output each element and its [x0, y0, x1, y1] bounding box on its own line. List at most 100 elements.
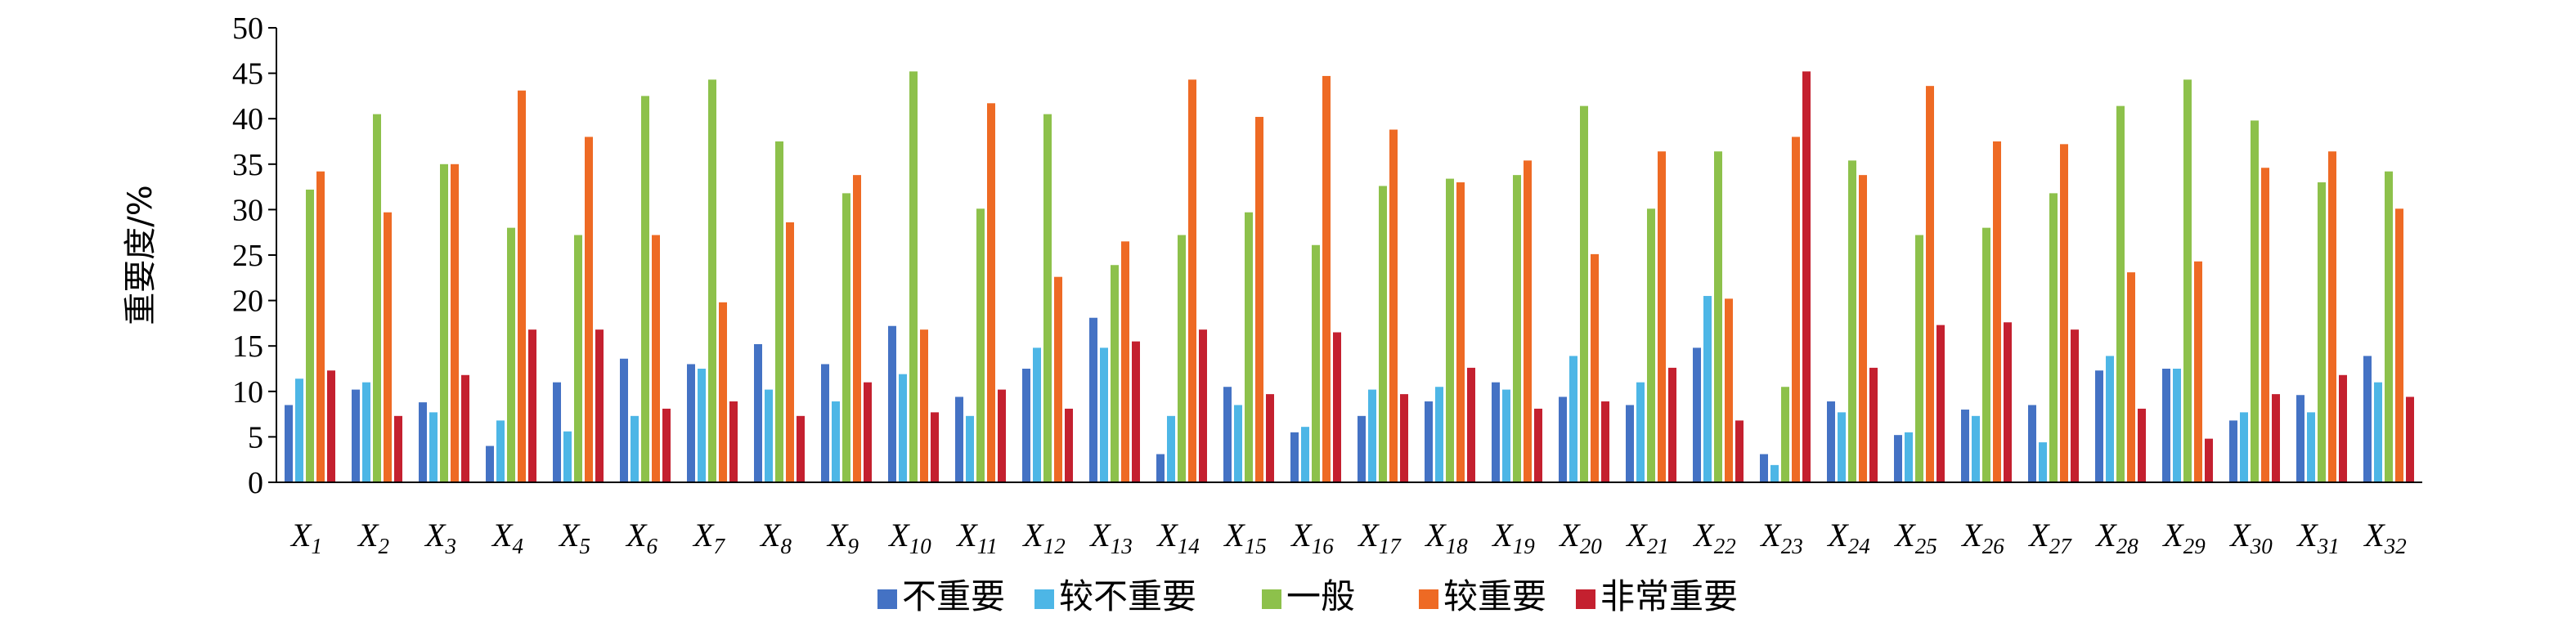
- bar: [1100, 347, 1108, 482]
- bar: [1827, 401, 1835, 482]
- bar: [1290, 432, 1299, 482]
- x-axis-labels: X1 X2 X3 X4 X5 X6 X7 X8 X9 X10 X11 X12 X13 X14 X15 X16 X…: [289, 517, 2407, 558]
- bar: [1322, 75, 1331, 482]
- y-tick-label: 10: [232, 375, 263, 410]
- bar: [1936, 325, 1945, 482]
- bar: [1245, 212, 1253, 482]
- bar: [352, 389, 360, 482]
- bar: [327, 370, 335, 482]
- bar: [362, 382, 370, 482]
- bar: [2363, 356, 2372, 482]
- bar: [574, 235, 582, 482]
- bar: [687, 364, 695, 482]
- bar: [2127, 272, 2135, 482]
- bar: [2071, 329, 2079, 482]
- bar: [620, 358, 628, 482]
- bar: [595, 329, 604, 482]
- x-tick-label: X26: [1960, 517, 2004, 558]
- bar: [1894, 435, 1902, 482]
- bar: [2049, 193, 2058, 482]
- bar: [1425, 401, 1433, 482]
- bar: [2028, 405, 2036, 482]
- y-tick-label: 15: [232, 329, 263, 364]
- bar: [563, 431, 572, 482]
- bar: [2296, 395, 2304, 482]
- bar: [1389, 129, 1398, 482]
- y-tick-label: 40: [232, 102, 263, 137]
- bar: [1435, 387, 1443, 482]
- bar: [461, 374, 469, 482]
- bar: [2138, 408, 2146, 482]
- bar: [295, 378, 303, 482]
- bar: [1446, 178, 1454, 483]
- bar: [2328, 151, 2336, 482]
- bar: [987, 103, 995, 483]
- x-tick-label: X12: [1021, 517, 1065, 558]
- bar: [821, 364, 829, 482]
- bar: [998, 389, 1006, 482]
- bar: [1972, 415, 1980, 482]
- legend-swatch: [1034, 589, 1054, 609]
- x-tick-label: X9: [826, 517, 859, 558]
- bar: [2339, 374, 2347, 482]
- x-tick-label: X14: [1156, 517, 1199, 558]
- legend-swatch: [1419, 589, 1438, 609]
- bar: [1869, 367, 1878, 482]
- x-tick-label: X27: [2027, 517, 2072, 558]
- y-tick-label: 20: [232, 284, 263, 319]
- bar: [2039, 442, 2047, 482]
- bar: [507, 227, 515, 482]
- bar: [1668, 367, 1676, 482]
- x-tick-label: X8: [759, 517, 792, 558]
- bar: [451, 163, 459, 483]
- bar: [1188, 79, 1196, 482]
- bar: [1358, 415, 1366, 482]
- bar: [1647, 208, 1655, 482]
- bar: [853, 175, 861, 483]
- bar: [1601, 401, 1609, 482]
- x-tick-label: X32: [2363, 517, 2406, 558]
- bar: [1792, 137, 1800, 482]
- y-tick-label: 30: [232, 193, 263, 227]
- bar: [786, 222, 794, 482]
- bar: [2205, 438, 2213, 482]
- legend-label: 非常重要: [1600, 576, 1738, 616]
- bar: [1089, 317, 1097, 482]
- bar: [797, 415, 805, 482]
- bar: [2162, 369, 2170, 482]
- bar: [1456, 182, 1465, 483]
- bar: [1379, 186, 1387, 482]
- bar: [1312, 244, 1320, 482]
- bar: [2004, 322, 2012, 482]
- legend-swatch: [1576, 589, 1595, 609]
- bar: [2229, 420, 2237, 482]
- x-tick-label: X17: [1357, 517, 1402, 558]
- bar: [1693, 347, 1701, 482]
- x-tick-label: X5: [558, 517, 590, 558]
- bar: [698, 369, 706, 482]
- x-tick-label: X18: [1424, 517, 1468, 558]
- bar: [1926, 86, 1934, 482]
- bar: [585, 137, 593, 482]
- bar: [1492, 382, 1500, 482]
- bar: [2106, 356, 2114, 482]
- bar: [899, 374, 907, 482]
- bar: [719, 302, 727, 482]
- legend-label: 较重要: [1443, 576, 1546, 616]
- x-tick-label: X6: [625, 517, 657, 558]
- bar: [1223, 387, 1232, 482]
- bar: [1703, 296, 1712, 482]
- x-tick-label: X31: [2296, 517, 2339, 558]
- bar: [888, 325, 896, 482]
- bar: [2395, 208, 2403, 482]
- bar: [1022, 369, 1030, 482]
- bar: [1636, 382, 1645, 482]
- legend-label: 一般: [1286, 576, 1355, 616]
- bar: [306, 189, 314, 482]
- bar: [1725, 298, 1733, 482]
- bar: [1368, 389, 1376, 482]
- bar: [1859, 175, 1867, 483]
- y-tick-label: 50: [232, 11, 263, 46]
- x-tick-label: X4: [491, 517, 523, 558]
- y-tick-label: 25: [232, 239, 263, 273]
